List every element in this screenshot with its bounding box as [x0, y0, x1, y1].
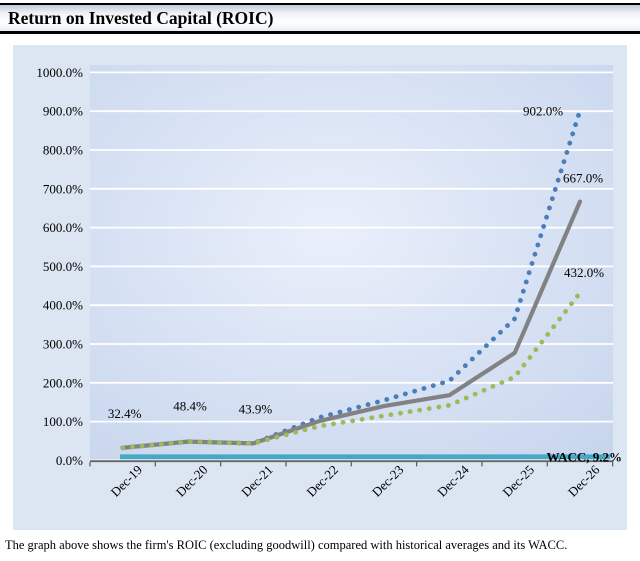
y-axis-tick-label: 300.0%: [43, 337, 83, 352]
data-point-label: 667.0%: [563, 171, 603, 186]
wacc-label: WACC, 9.2%: [547, 449, 622, 464]
x-axis-tick-label: Dec-21: [238, 462, 276, 500]
y-axis-tick-label: 600.0%: [43, 220, 83, 235]
header-bottom-rule: [0, 31, 640, 34]
header-top-rule: [0, 3, 640, 5]
page-title: Return on Invested Capital (ROIC): [8, 8, 274, 28]
x-axis-tick-label: Dec-24: [434, 462, 472, 500]
y-axis-tick-label: 1000.0%: [36, 65, 83, 80]
y-axis-tick-label: 700.0%: [43, 181, 83, 196]
data-point-label: 48.4%: [173, 399, 207, 414]
x-axis-tick-label: Dec-20: [173, 462, 211, 500]
y-axis-tick-label: 800.0%: [43, 143, 83, 158]
x-axis-tick-label: Dec-26: [565, 462, 603, 500]
roic-chart: 0.0% 100.0% 200.0% 300.0% 400.0% 500.0% 600.0%…: [13, 45, 627, 530]
data-point-label: 32.4%: [108, 406, 142, 421]
y-axis-tick-label: 900.0%: [43, 104, 83, 119]
y-axis-tick-label: 100.0%: [43, 414, 83, 429]
y-axis-tick-label: 0.0%: [56, 453, 83, 468]
data-point-label: 43.9%: [239, 401, 273, 416]
x-axis-tick-label: Dec-25: [499, 462, 537, 500]
y-axis-tick-label: 500.0%: [43, 259, 83, 274]
data-point-label: 432.0%: [564, 265, 604, 280]
plot-area: [90, 65, 613, 462]
chart-caption: The graph above shows the firm's ROIC (e…: [5, 538, 568, 552]
y-axis-tick-label: 200.0%: [43, 375, 83, 390]
x-axis-tick-label: Dec-23: [369, 462, 407, 500]
y-axis-tick-label: 400.0%: [43, 298, 83, 313]
roic-chart-canvas: 0.0% 100.0% 200.0% 300.0% 400.0% 500.0% 600.0%…: [36, 65, 622, 500]
x-axis-tick-label: Dec-22: [303, 462, 341, 500]
series-green-dotted: [120, 290, 583, 451]
data-point-label: 902.0%: [523, 103, 563, 118]
report-header: Return on Invested Capital (ROIC): [0, 5, 640, 31]
x-axis-tick-label: Dec-19: [107, 462, 145, 500]
